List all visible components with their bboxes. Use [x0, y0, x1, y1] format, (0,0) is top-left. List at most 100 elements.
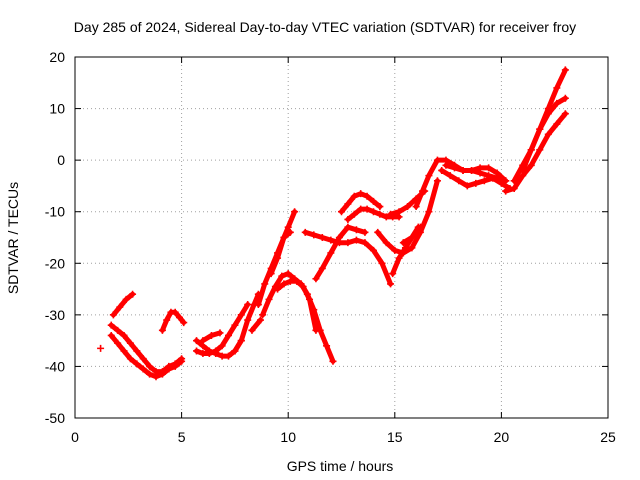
data-point — [438, 166, 446, 174]
data-point — [404, 203, 412, 211]
data-point — [553, 120, 561, 128]
data-point — [561, 66, 569, 74]
data-point — [237, 337, 245, 345]
data-point — [399, 239, 407, 247]
data-point — [361, 228, 369, 236]
data-point — [152, 373, 160, 381]
data-point — [425, 172, 433, 180]
data-point — [199, 337, 207, 345]
y-tick-label: -20 — [45, 255, 65, 271]
data-point — [280, 280, 288, 288]
data-point — [256, 316, 264, 324]
data-point — [369, 208, 377, 216]
data-point — [391, 246, 399, 254]
data-point — [419, 187, 427, 195]
data-point — [387, 210, 395, 218]
series-trace — [110, 291, 136, 318]
data-point — [231, 321, 239, 329]
x-tick-label: 5 — [178, 429, 186, 445]
data-point — [133, 347, 141, 355]
data-point — [109, 311, 117, 319]
data-point — [231, 347, 239, 355]
data-point — [193, 337, 201, 345]
data-point — [387, 280, 395, 288]
data-point — [278, 272, 286, 280]
data-point — [489, 174, 497, 182]
data-point — [401, 244, 409, 252]
data-point — [357, 190, 365, 198]
data-point — [318, 234, 326, 241]
data-point — [352, 226, 360, 234]
y-tick-label: -30 — [45, 307, 65, 323]
data-point — [433, 156, 441, 164]
data-point — [378, 259, 386, 267]
data-point — [408, 234, 416, 241]
data-point — [171, 308, 179, 316]
data-point — [389, 270, 397, 278]
y-tick-label: -40 — [45, 358, 65, 374]
data-point — [126, 355, 134, 363]
data-point — [146, 370, 154, 378]
series-trace — [298, 281, 336, 364]
data-series — [338, 190, 384, 216]
data-point — [244, 301, 252, 309]
data-point — [472, 179, 480, 187]
data-series — [374, 177, 441, 257]
data-series — [199, 329, 224, 345]
data-point — [163, 316, 171, 324]
data-point — [284, 270, 292, 278]
data-point — [139, 355, 147, 363]
data-series — [231, 290, 262, 355]
data-point — [158, 326, 166, 334]
data-point — [459, 166, 467, 174]
data-point — [310, 306, 318, 314]
data-series — [267, 208, 299, 278]
data-point — [327, 236, 335, 244]
data-point — [382, 213, 390, 221]
axis-ticks: 0 5 10 15 20 25 -50 -40 -30 -20 -10 0 10 20 — [45, 49, 616, 445]
data-point — [376, 203, 384, 211]
data-point — [416, 223, 424, 231]
x-tick-label: 15 — [387, 429, 403, 445]
data-point — [468, 166, 476, 174]
data-point — [395, 208, 403, 216]
data-point — [476, 164, 484, 172]
data-point — [225, 352, 233, 360]
data-point — [225, 331, 233, 339]
data-point — [544, 130, 552, 138]
data-point — [293, 277, 301, 285]
data-series — [97, 344, 105, 352]
data-point — [455, 177, 463, 185]
data-series — [193, 301, 252, 358]
series-trace — [108, 333, 185, 380]
data-point — [237, 311, 245, 319]
data-point — [139, 365, 147, 373]
data-point — [369, 197, 377, 205]
data-point — [133, 360, 141, 368]
data-point — [171, 362, 179, 370]
data-point — [425, 208, 433, 216]
data-point — [120, 347, 128, 355]
data-point — [207, 331, 215, 339]
data-series — [301, 228, 395, 288]
data-point — [216, 329, 224, 337]
data-point — [408, 244, 416, 252]
data-point — [561, 110, 569, 118]
data-point — [519, 166, 527, 174]
data-point — [114, 339, 122, 347]
data-series — [399, 223, 424, 247]
data-point — [502, 187, 510, 195]
series-trace — [375, 178, 440, 256]
chart-title: Day 285 of 2024, Sidereal Day-to-day VTE… — [74, 19, 576, 35]
y-tick-label: -10 — [45, 204, 65, 220]
data-point — [510, 177, 518, 185]
data-point — [338, 208, 345, 216]
data-point — [350, 192, 358, 200]
data-point — [485, 164, 493, 172]
data-point — [158, 370, 166, 378]
data-point — [303, 290, 311, 298]
data-point — [527, 161, 535, 169]
series-trace — [503, 111, 568, 194]
data-point — [267, 270, 275, 278]
